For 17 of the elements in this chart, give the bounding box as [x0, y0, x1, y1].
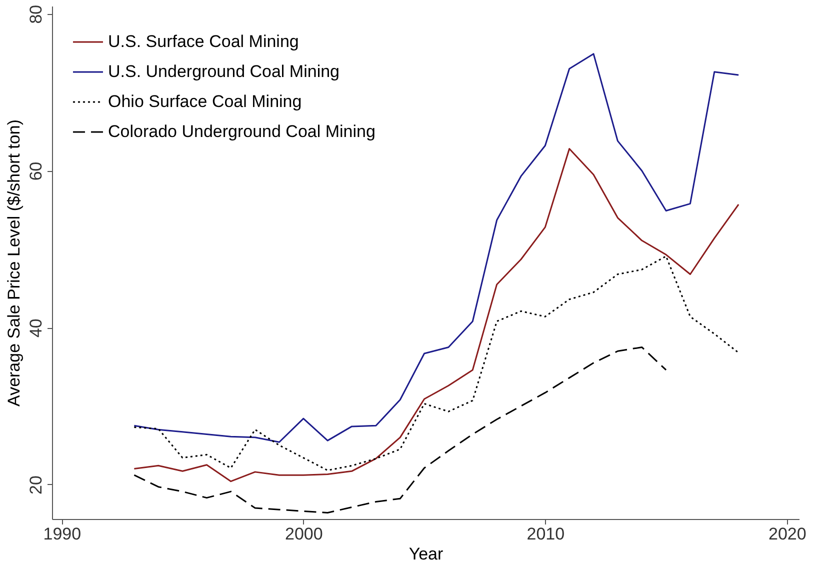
x-tick-label: 2020 — [768, 524, 806, 544]
legend-label: U.S. Surface Coal Mining — [108, 32, 299, 51]
y-axis-title: Average Sale Price Level ($/short ton) — [4, 120, 24, 406]
legend-label: Ohio Surface Coal Mining — [108, 92, 302, 111]
y-tick-label: 40 — [26, 318, 46, 338]
x-axis-title: Year — [408, 544, 444, 564]
y-tick-label: 20 — [26, 476, 46, 494]
y-tick-label: 80 — [26, 4, 46, 24]
legend-label: Colorado Underground Coal Mining — [108, 122, 376, 141]
line-series — [133, 346, 667, 514]
y-tick-label: 60 — [26, 162, 46, 181]
line-series — [133, 255, 740, 472]
legend-label: U.S. Underground Coal Mining — [108, 62, 340, 81]
x-tick-label: 2000 — [285, 524, 323, 544]
line-series — [133, 148, 740, 482]
x-tick-label: 2010 — [526, 524, 565, 544]
x-tick-label: 1990 — [43, 524, 82, 544]
